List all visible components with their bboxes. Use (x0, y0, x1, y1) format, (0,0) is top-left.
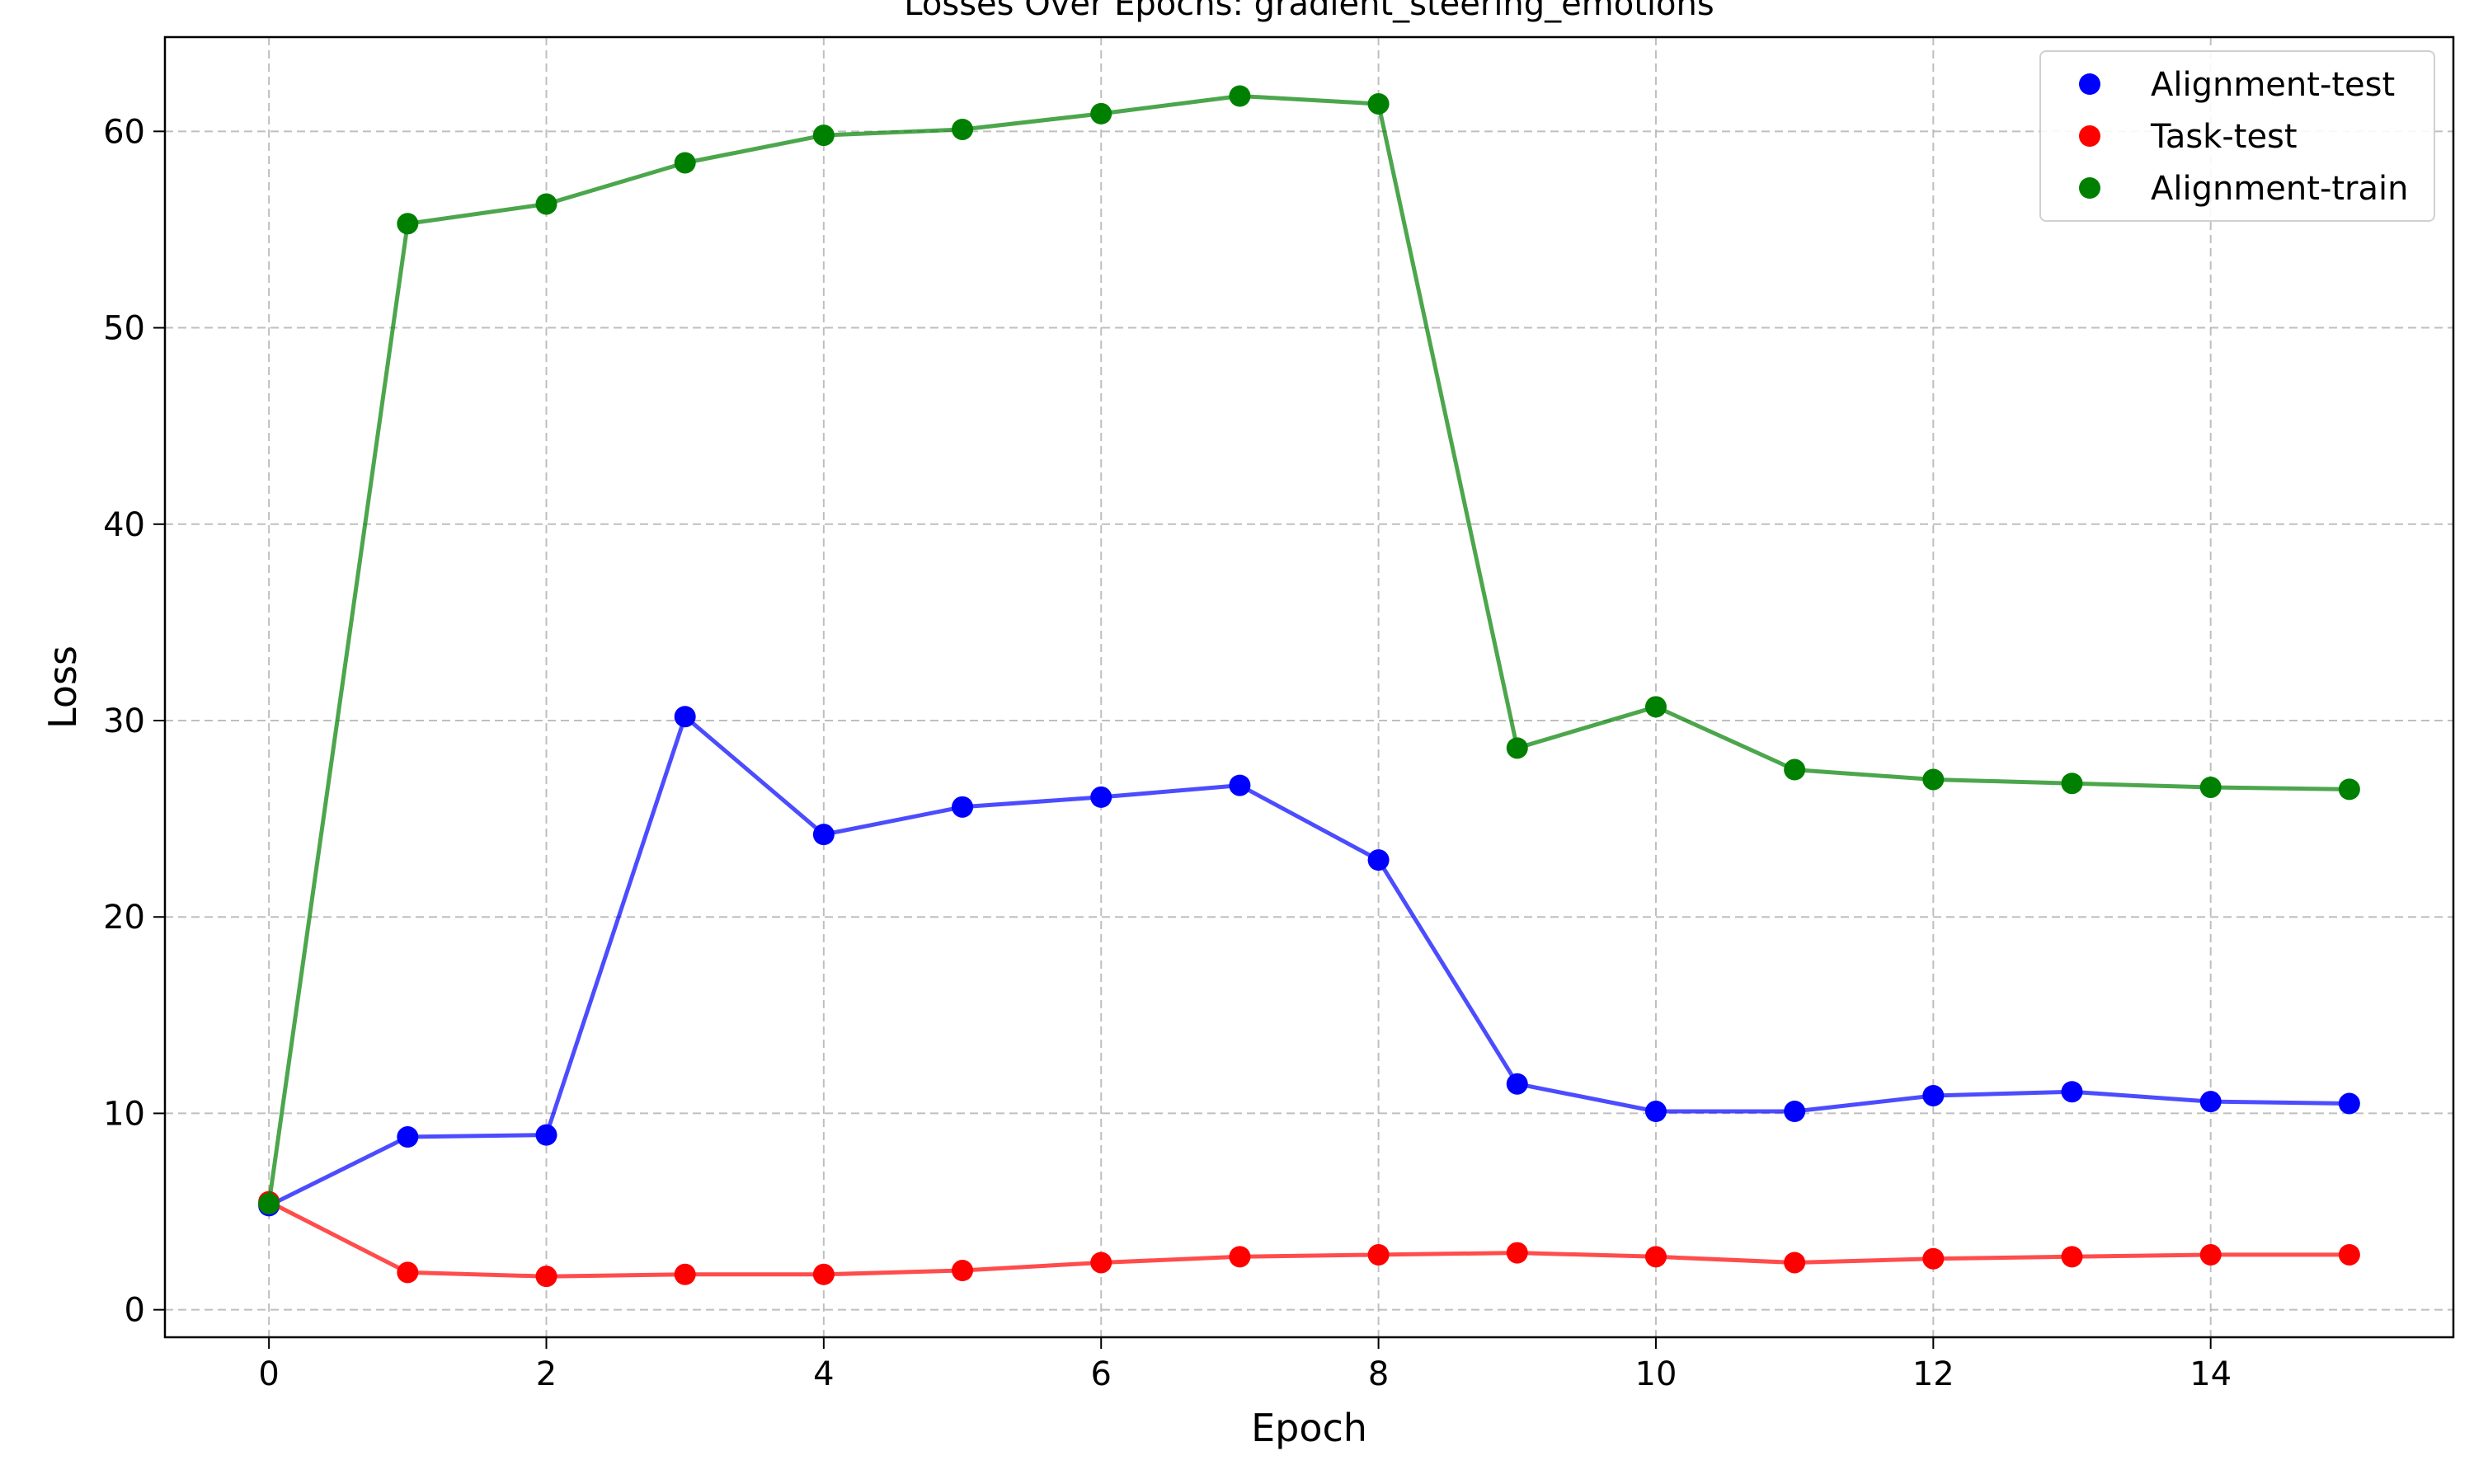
data-point-alignment-train (2338, 778, 2360, 801)
data-point-task-test (535, 1266, 557, 1288)
data-point-task-test (1644, 1246, 1667, 1268)
data-point-alignment-test (674, 706, 696, 728)
y-tick-label: 60 (103, 113, 145, 151)
data-point-alignment-test (535, 1124, 557, 1146)
legend-label: Alignment-train (2151, 170, 2408, 208)
legend-label: Task-test (2150, 118, 2298, 156)
data-point-alignment-train (952, 118, 974, 140)
y-tick-label: 30 (103, 702, 145, 740)
data-point-alignment-test (1229, 774, 1251, 796)
data-point-alignment-test (2199, 1091, 2222, 1113)
x-tick-label: 2 (536, 1355, 557, 1393)
data-point-alignment-train (1644, 696, 1667, 718)
data-point-task-test (952, 1260, 974, 1282)
data-point-task-test (2061, 1246, 2083, 1268)
data-point-alignment-test (1367, 849, 1390, 871)
legend-label: Alignment-test (2151, 66, 2395, 104)
data-point-alignment-train (1090, 102, 1112, 124)
data-point-alignment-train (1922, 768, 1945, 791)
data-point-alignment-test (952, 796, 974, 818)
data-point-alignment-train (258, 1193, 280, 1215)
data-point-task-test (1229, 1246, 1251, 1268)
x-tick-label: 12 (1912, 1355, 1954, 1393)
x-tick-label: 4 (813, 1355, 834, 1393)
legend-box (2039, 50, 2435, 222)
legend-marker (2079, 177, 2100, 199)
plot-frame (163, 35, 2455, 1339)
data-point-alignment-test (1506, 1073, 1528, 1095)
y-tick-label: 10 (103, 1095, 145, 1133)
data-point-task-test (397, 1261, 419, 1284)
chart-title: Losses Over Epochs: gradient_steering_em… (904, 0, 1714, 23)
y-tick-label: 40 (103, 506, 145, 544)
data-point-task-test (2199, 1243, 2222, 1266)
data-point-alignment-train (674, 152, 696, 174)
data-point-alignment-train (1367, 92, 1390, 115)
y-axis-label: Loss (40, 646, 85, 729)
grid-lines (165, 37, 2453, 1337)
data-point-task-test (1784, 1252, 1806, 1274)
data-point-alignment-train (2061, 773, 2083, 795)
y-tick-label: 50 (103, 310, 145, 348)
data-point-task-test (812, 1263, 835, 1285)
x-axis-label: Epoch (1251, 1406, 1367, 1450)
data-point-alignment-train (397, 213, 419, 235)
data-point-alignment-test (1644, 1101, 1667, 1123)
data-point-alignment-test (2061, 1081, 2083, 1103)
data-point-alignment-train (812, 124, 835, 147)
data-point-alignment-test (1922, 1084, 1945, 1106)
data-point-alignment-test (2338, 1092, 2360, 1115)
series-task-test (258, 1190, 2360, 1288)
y-tick-label: 20 (103, 899, 145, 937)
y-tick-label: 0 (125, 1292, 145, 1330)
x-tick-label: 10 (1635, 1355, 1677, 1393)
legend-marker (2079, 73, 2100, 95)
data-point-task-test (1506, 1242, 1528, 1264)
data-point-alignment-train (535, 193, 557, 215)
data-point-alignment-train (2199, 776, 2222, 798)
x-tick-label: 6 (1091, 1355, 1112, 1393)
legend-item: Task-test (2079, 118, 2298, 156)
data-point-alignment-test (1784, 1101, 1806, 1123)
series-alignment-train (258, 85, 2360, 1215)
data-point-alignment-test (1090, 786, 1112, 808)
axis-ticks: 0 2 4 6 8 10 12 14 0 10 20 30 40 50 60 (103, 113, 2232, 1393)
data-point-alignment-train (1229, 85, 1251, 107)
data-point-alignment-train (1784, 758, 1806, 781)
data-point-task-test (674, 1263, 696, 1285)
data-point-alignment-test (812, 824, 835, 846)
x-tick-label: 8 (1368, 1355, 1389, 1393)
x-tick-label: 14 (2189, 1355, 2232, 1393)
legend-marker (2079, 125, 2100, 147)
legend-item: Alignment-train (2079, 170, 2408, 208)
series-line-alignment-train (266, 94, 2349, 1205)
data-point-alignment-test (397, 1126, 419, 1148)
x-tick-label: 0 (258, 1355, 279, 1393)
legend-item: Alignment-test (2079, 66, 2395, 104)
data-point-task-test (1922, 1247, 1945, 1270)
series-line-task-test (267, 1200, 2349, 1279)
series-line-alignment-test (267, 714, 2349, 1208)
legend: Alignment-test Task-test Alignment-train (2039, 50, 2435, 222)
data-point-alignment-train (1506, 737, 1528, 759)
data-point-task-test (2338, 1243, 2360, 1266)
data-point-task-test (1090, 1252, 1112, 1274)
data-point-task-test (1367, 1243, 1390, 1266)
series-layer (258, 85, 2360, 1288)
